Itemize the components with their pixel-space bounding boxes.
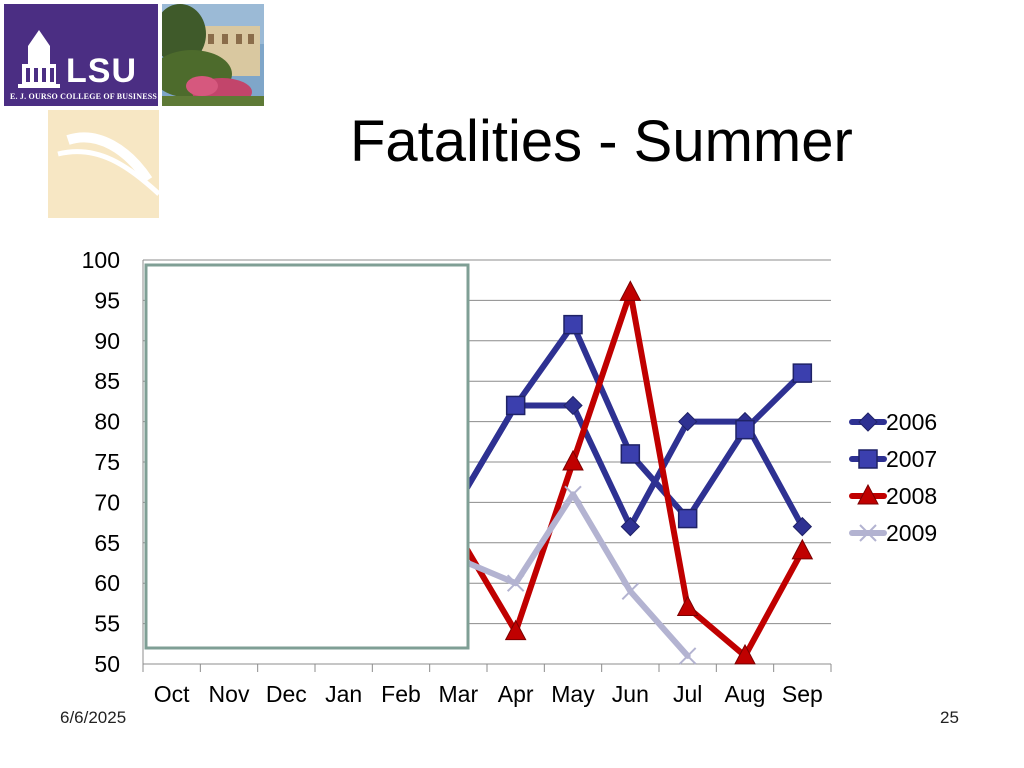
building-icon: [18, 30, 60, 88]
series-line: [455, 491, 691, 659]
data-point-square: [792, 363, 813, 383]
slide-page-number: 25: [940, 708, 959, 727]
y-tick-label: 50: [94, 651, 120, 677]
x-tick-label: Dec: [266, 681, 307, 707]
overlay-box: [144, 263, 470, 650]
data-point-diamond: [620, 516, 641, 537]
y-tick-label: 100: [82, 247, 120, 273]
data-point-triangle: [676, 595, 699, 616]
y-tick-label: 80: [94, 409, 120, 435]
campus-photo: [162, 4, 264, 106]
legend-label: 2006: [886, 409, 937, 435]
data-point-triangle: [619, 280, 642, 301]
legend-label: 2008: [886, 483, 937, 509]
data-point-diamond: [677, 411, 698, 432]
data-point-triangle: [734, 643, 756, 665]
legend-item: 2007: [849, 446, 937, 472]
data-point-triangle: [562, 449, 584, 471]
y-tick-label: 60: [94, 570, 120, 596]
x-tick-label: Jul: [673, 681, 702, 707]
data-point-square: [620, 444, 641, 464]
data-point-square: [735, 419, 755, 440]
data-point-square: [563, 314, 583, 335]
series-line: [455, 289, 806, 659]
slide-title: Fatalities - Summer: [350, 109, 853, 174]
slide-date: 6/6/2025: [60, 708, 127, 727]
campus-photo-image: [162, 4, 264, 106]
x-tick-label: Aug: [725, 681, 766, 707]
x-tick-label: Jun: [612, 681, 649, 707]
y-tick-label: 70: [94, 489, 120, 515]
data-point-x: [621, 582, 640, 600]
series-2008: [447, 280, 814, 665]
data-point-triangle: [857, 483, 879, 505]
data-point-x: [506, 574, 525, 592]
series-2009: [449, 485, 697, 665]
data-point-triangle: [791, 538, 814, 560]
logo-name: LSU: [66, 52, 137, 90]
legend-label: 2007: [886, 446, 937, 472]
x-tick-label: Mar: [439, 681, 479, 707]
legend-item: 2006: [849, 409, 937, 435]
lsu-logo: LSU E. J. OURSO COLLEGE OF BUSINESS: [4, 4, 158, 106]
data-point-triangle: [504, 619, 527, 641]
data-point-x: [859, 524, 877, 542]
data-point-square: [677, 508, 698, 529]
data-point-square: [858, 449, 878, 469]
x-tick-label: May: [551, 681, 595, 707]
y-tick-label: 90: [94, 328, 120, 354]
x-tick-label: Nov: [209, 681, 250, 707]
swoosh-icon: [57, 132, 161, 196]
y-tick-label: 85: [94, 368, 120, 394]
legend-item: 2009: [849, 520, 937, 546]
decorative-block: [48, 110, 161, 218]
data-point-x: [678, 647, 697, 665]
y-tick-label: 95: [94, 287, 120, 313]
legend-label: 2009: [886, 520, 937, 546]
data-point-diamond: [858, 412, 878, 432]
legend-item: 2008: [849, 483, 937, 509]
y-tick-label: 55: [94, 611, 120, 637]
x-tick-label: Jan: [325, 681, 362, 707]
data-point-diamond: [563, 395, 583, 416]
x-tick-label: Oct: [154, 681, 190, 707]
logo-subtitle: E. J. OURSO COLLEGE OF BUSINESS: [10, 92, 158, 101]
data-point-x: [564, 485, 582, 504]
x-tick-label: Apr: [498, 681, 534, 707]
data-point-square: [505, 395, 526, 416]
x-tick-label: Sep: [782, 681, 823, 707]
x-tick-label: Feb: [381, 681, 421, 707]
y-tick-label: 65: [94, 530, 120, 556]
data-point-diamond: [792, 516, 813, 537]
y-tick-label: 75: [94, 449, 120, 475]
